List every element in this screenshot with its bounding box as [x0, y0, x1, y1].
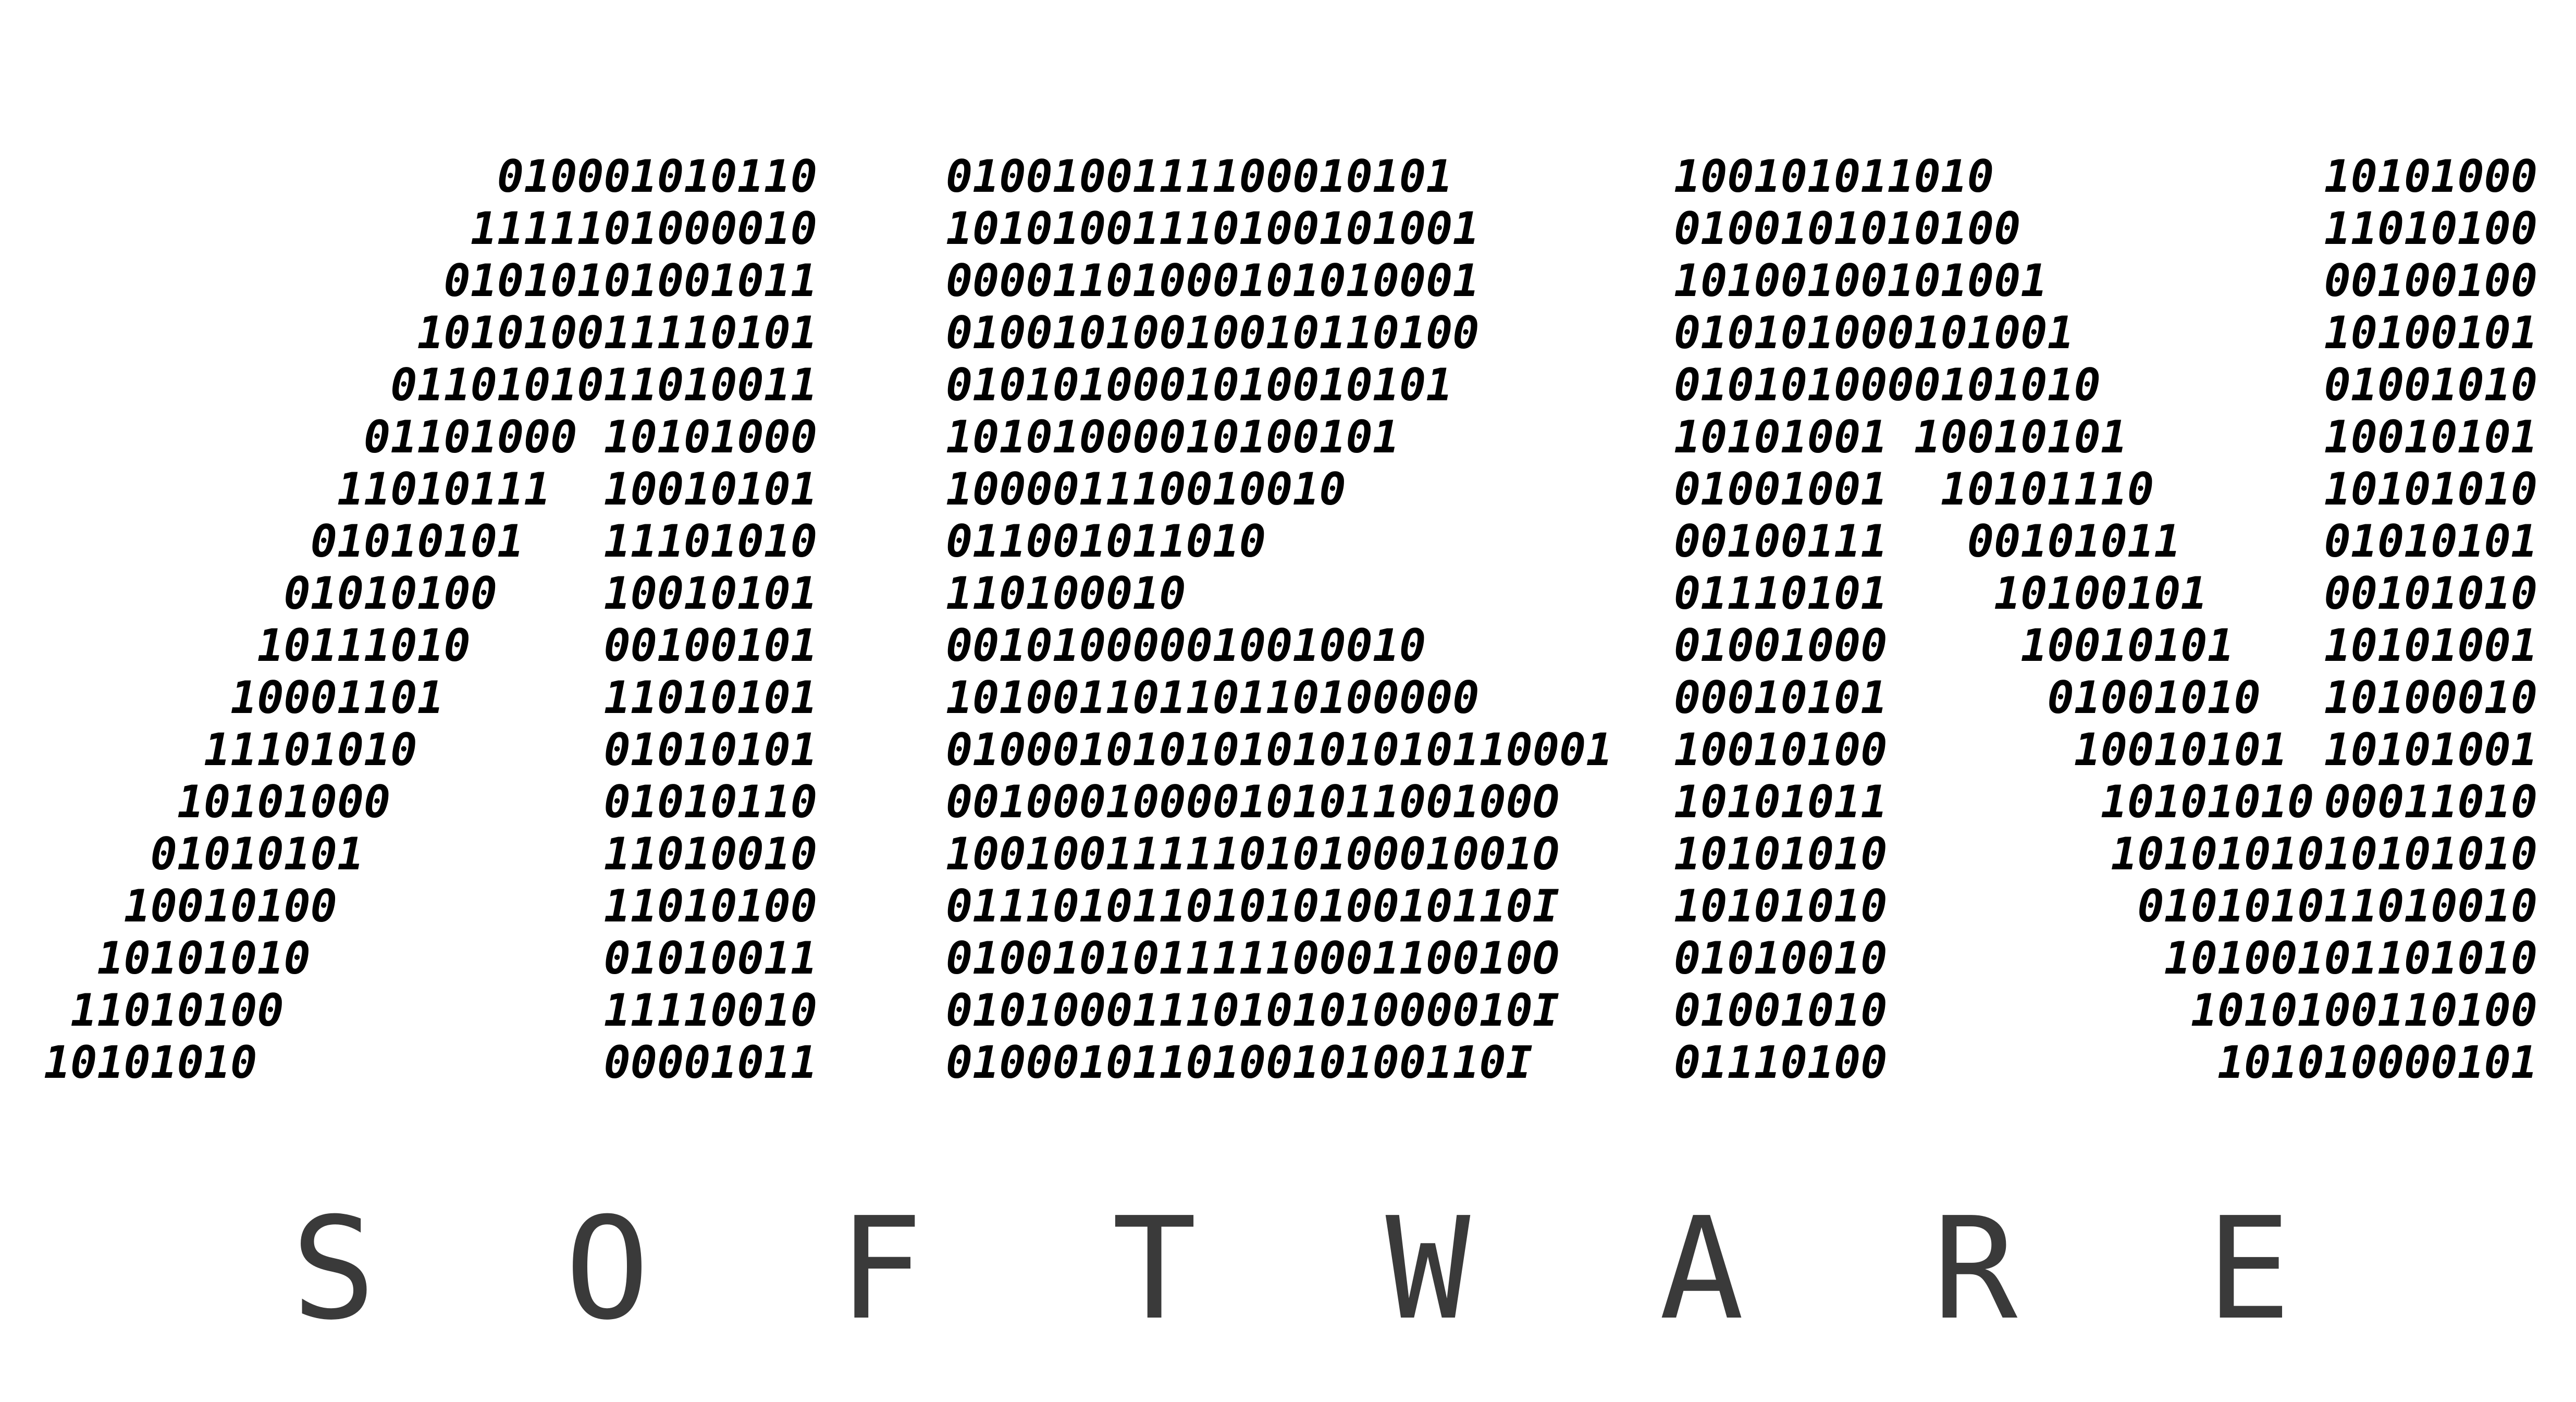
binary-line: 101010000101: [2217, 1037, 2537, 1089]
binary-line: 0010001000010101100100O: [946, 777, 1560, 828]
binary-line: 10100110110110100000: [946, 672, 1480, 724]
binary-line: 00100100: [2324, 255, 2537, 307]
binary-line: 00101010: [2324, 568, 2537, 620]
binary-line: 10100010: [2324, 672, 2537, 724]
binary-line: 0100100111100010101: [946, 151, 1453, 203]
binary-line: 1010101010101010: [2111, 829, 2537, 880]
binary-line: 01001000 10010101: [1674, 620, 2234, 672]
binary-line: 110100010: [946, 568, 1186, 620]
binary-line: 0110101011010011: [390, 360, 817, 411]
binary-line: 10101001: [2324, 724, 2537, 776]
binary-line: 10101010: [1674, 881, 1888, 932]
binary-line: 01110100: [1674, 1037, 1888, 1089]
binary-line: 00100111 00101011: [1674, 516, 2181, 568]
binary-line: 01010010: [1674, 933, 1888, 985]
tagline-letter-a: A: [1659, 1187, 1744, 1351]
binary-line: 11010100 11110010: [70, 985, 817, 1037]
binary-line: 010101011010010: [2137, 881, 2537, 932]
binary-line: 11101010 01010101: [203, 724, 817, 776]
binary-line: 0100101010100: [1674, 203, 2021, 255]
binary-line: 10111010 00100101: [257, 620, 817, 672]
binary-line: 10101010 01010011: [97, 933, 817, 985]
binary-line: 10010100 11010100: [124, 881, 817, 932]
binary-line: 10101010 00001011: [43, 1037, 817, 1089]
binary-line: 0111010110101010010110I: [946, 881, 1560, 932]
binary-line: 10101000010100101: [946, 412, 1399, 463]
binary-line: 10101001: [2324, 620, 2537, 672]
binary-line: 001010000010010010: [946, 620, 1426, 672]
binary-line: 0100010101010101010110001: [946, 724, 1613, 776]
binary-line: 00011010: [2324, 777, 2537, 828]
binary-line: 01010101001011: [443, 255, 817, 307]
binary-line: 1111101000010: [470, 203, 817, 255]
binary-line: 01001010010010110100: [946, 308, 1480, 359]
binary-line: 10101000: [2324, 151, 2537, 203]
binary-line: 01010101: [2324, 516, 2537, 568]
binary-line: 1001001111101010001001O: [946, 829, 1560, 880]
tagline-letter-r: R: [1932, 1187, 2018, 1351]
binary-line: 00001101000101010001: [946, 255, 1480, 307]
binary-line: 1010100110100: [2190, 985, 2537, 1037]
binary-line: 10001101 11010101: [230, 672, 817, 724]
tagline-letter-t: T: [1112, 1187, 1197, 1351]
binary-line: 01101000 10101000: [364, 412, 817, 463]
binary-line: 00010101 01001010: [1674, 672, 2261, 724]
binary-line: 01110101 10100101: [1674, 568, 2208, 620]
binary-line: 01001010: [1674, 985, 1888, 1037]
binary-line: 01010101 11010010: [150, 829, 817, 880]
tagline-letter-s: S: [291, 1187, 376, 1351]
binary-line: 01001010: [2324, 360, 2537, 411]
tagline-letter-w: W: [1385, 1187, 1471, 1351]
binary-line: 10100101101010: [2164, 933, 2537, 985]
binary-line: 0101010000101010: [1674, 360, 2101, 411]
binary-line: 10010101: [2324, 412, 2537, 463]
binary-line: 10100101: [2324, 308, 2537, 359]
binary-line: 10101000 01010110: [177, 777, 817, 828]
binary-line: 101010011110101: [417, 308, 817, 359]
binary-line: 10100100101001: [1674, 255, 2048, 307]
tagline-letter-f: F: [838, 1187, 923, 1351]
binary-line: 10010100 10010101: [1674, 724, 2288, 776]
binary-line: 10101001110100101001: [946, 203, 1480, 255]
binary-line: 11010100: [2324, 203, 2537, 255]
binary-line: 010001011010010100110I: [946, 1037, 1533, 1089]
binary-line: 010001010110: [497, 151, 817, 203]
binary-line: 11010111 10010101: [337, 464, 817, 515]
binary-line: 0101010001010010101: [946, 360, 1453, 411]
binary-line: 10101010: [2324, 464, 2537, 515]
tagline-letter-o: O: [564, 1187, 650, 1351]
software-tagline: S O F T W A R E: [0, 1191, 2576, 1347]
binary-line: 0100101011111000110010O: [946, 933, 1560, 985]
binary-line: 100101011010: [1674, 151, 1994, 203]
binary-line: 011001011010: [946, 516, 1266, 568]
binary-line: 01010101 11101010: [310, 516, 817, 568]
binary-line: 10101011 10101010: [1674, 777, 2314, 828]
binary-line: 010101000101001: [1674, 308, 2074, 359]
binary-line: 10101001 10010101: [1674, 412, 2127, 463]
tagline-letter-e: E: [2206, 1187, 2291, 1351]
binary-line: 01010100 10010101: [284, 568, 818, 620]
binary-line: 0101000111010101000010I: [946, 985, 1560, 1037]
binary-line: 01001001 10101110: [1674, 464, 2154, 515]
binary-line: 100001110010010: [946, 464, 1346, 515]
binary-line: 10101010: [1674, 829, 1888, 880]
